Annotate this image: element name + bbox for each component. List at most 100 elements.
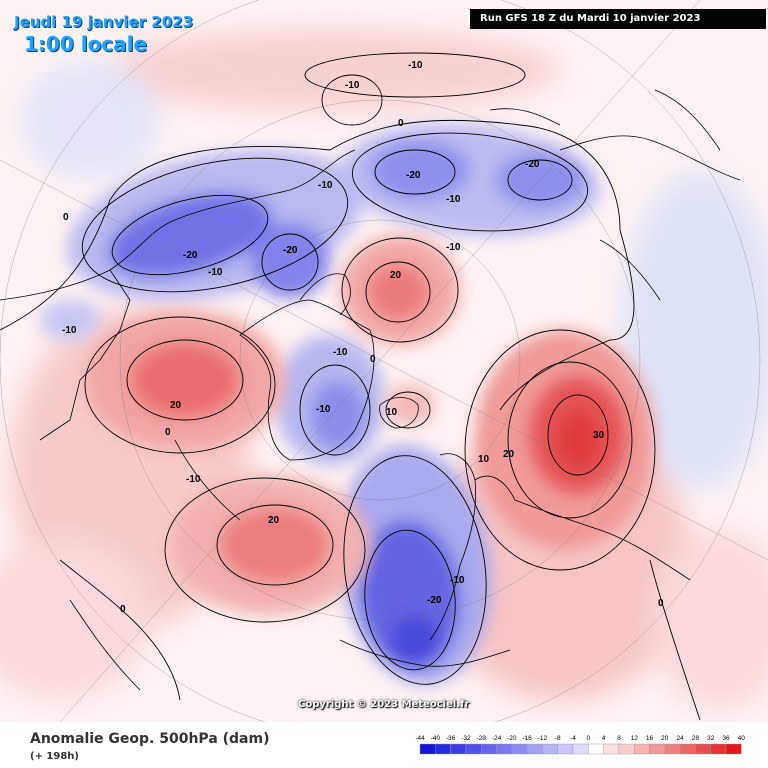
coastlines <box>0 89 741 691</box>
contour-label: -10 <box>62 325 77 336</box>
legend-tick-label: -20 <box>507 735 517 742</box>
contour-neg20-siberia-e <box>507 159 573 201</box>
contour-pos10-russia <box>464 329 656 571</box>
contour-label: 20 <box>268 515 280 526</box>
legend-swatch <box>450 743 467 755</box>
contour-label: -10 <box>408 60 423 71</box>
legend-swatch <box>542 743 558 755</box>
contour-pos20-atlantic <box>216 504 334 586</box>
legend-tick-label: -8 <box>555 735 561 742</box>
contour-neg20-baffin <box>261 233 319 291</box>
contour-pos20-russia <box>507 361 633 519</box>
legend-swatch <box>695 743 711 755</box>
legend-tick-label: 24 <box>676 735 684 742</box>
legend-tick-label: -28 <box>476 735 486 742</box>
legend-swatch <box>649 743 666 755</box>
contour-label: -20 <box>283 245 298 256</box>
legend-swatch <box>572 743 589 755</box>
legend-swatch <box>603 743 620 755</box>
contour-pos10-iceland <box>385 391 431 429</box>
contour-label: -10 <box>186 474 201 485</box>
forecast-date: Jeudi 19 janvier 2023 <box>14 13 194 31</box>
legend-swatch <box>679 743 696 755</box>
local-time: 1:00 locale <box>24 32 148 56</box>
contour-label: 0 <box>165 427 171 438</box>
legend-swatch <box>511 743 528 755</box>
legend-tick-label: -16 <box>522 735 532 742</box>
legend-tick-label: 16 <box>646 735 654 742</box>
contour-label: 20 <box>170 400 182 411</box>
legend-swatch <box>465 743 482 755</box>
legend-tick-label: 28 <box>692 735 700 742</box>
contour-label: 20 <box>390 270 402 281</box>
legend-tick-label: -12 <box>538 735 548 742</box>
contour-zero-d <box>649 559 701 721</box>
contour-label: 10 <box>478 454 490 465</box>
legend-swatch <box>633 743 650 755</box>
legend-swatch <box>557 743 574 755</box>
contour-label: -10 <box>446 242 461 253</box>
contour-pos10-n <box>304 52 526 98</box>
legend-tick-label: 12 <box>631 735 639 742</box>
anomaly-map: -10 -10 0 -20 -20 -10 -10 -10 -20 -20 -1… <box>0 0 768 722</box>
contour-neg20-europe <box>364 529 456 671</box>
legend-swatch <box>480 743 497 755</box>
contour-pos20-arctic <box>365 261 431 323</box>
contour-neg10-canada <box>81 157 349 293</box>
contour-label: 0 <box>63 212 69 223</box>
legend-tick-label: 40 <box>738 735 746 742</box>
legend-tick-label: 8 <box>617 735 621 742</box>
contours <box>0 52 701 721</box>
legend-tick-label: 4 <box>602 735 606 742</box>
forecast-hour: (+ 198h) <box>30 751 79 762</box>
contour-labels: -10 -10 0 -20 -20 -10 -10 -10 -20 -20 -1… <box>62 60 664 615</box>
legend-tick-label: -36 <box>446 735 456 742</box>
contour-pos10-arctic <box>341 237 459 343</box>
contour-zero-b <box>499 229 635 411</box>
contour-label: 0 <box>398 118 404 129</box>
legend-swatch <box>526 743 543 755</box>
run-info-banner: Run GFS 18 Z du Mardi 10 janvier 2023 <box>470 9 766 29</box>
legend-tick-label: -32 <box>461 735 471 742</box>
contour-label: -10 <box>345 80 360 91</box>
contour-label: 10 <box>386 407 398 418</box>
contour-zero-c <box>59 559 181 701</box>
legend-swatch <box>725 743 742 755</box>
contour-label: -10 <box>318 180 333 191</box>
legend-swatch <box>618 743 635 755</box>
contour-pos20-us <box>126 339 244 421</box>
legend-tick-label: -44 <box>416 735 425 742</box>
legend-tick-label: -4 <box>570 735 576 742</box>
contour-label: -20 <box>427 595 442 606</box>
legend-swatch <box>588 743 604 755</box>
contour-label: 0 <box>370 354 376 365</box>
contour-neg20-canada <box>111 194 269 276</box>
contour-label: -20 <box>406 170 421 181</box>
contour-pos10-us <box>84 316 276 454</box>
contour-neg10-bering <box>321 74 383 126</box>
contour-pos30-russia <box>547 394 609 476</box>
legend-tick-label: 0 <box>586 735 590 742</box>
contour-label: 30 <box>593 430 605 441</box>
contour-neg10-europe <box>343 455 487 685</box>
contour-pos10-atlantic <box>164 477 366 623</box>
contour-label: -10 <box>446 194 461 205</box>
positive-anomaly-areas <box>85 235 655 615</box>
contour-label: -20 <box>525 159 540 170</box>
contour-label: -10 <box>333 347 348 358</box>
contour-label: -20 <box>183 250 198 261</box>
contour-label: 0 <box>658 598 664 609</box>
legend-tick-label: -24 <box>492 735 502 742</box>
graticule <box>0 0 768 722</box>
legend-swatch <box>664 743 681 755</box>
contour-label: 0 <box>120 604 126 615</box>
contour-neg20-siberia-w <box>374 149 456 195</box>
contour-neg10-greenland <box>299 364 371 456</box>
legend-tick-label: 36 <box>722 735 730 742</box>
legend-swatch <box>435 743 451 755</box>
legend-tick-label: -40 <box>431 735 441 742</box>
legend-swatch <box>419 743 436 755</box>
legend-tick-label: 32 <box>707 735 715 742</box>
contour-zero-a <box>0 119 621 331</box>
legend-swatch <box>710 743 727 755</box>
